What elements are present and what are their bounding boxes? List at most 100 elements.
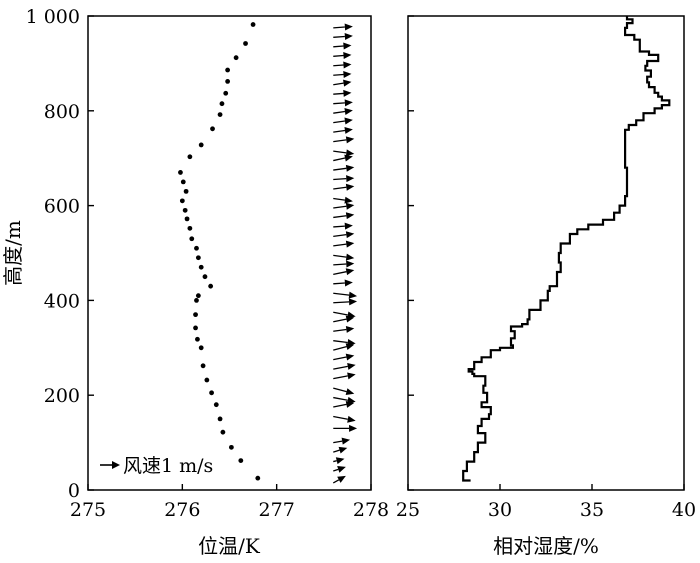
right-x-axis-ticks: 25 30 35 40	[396, 484, 696, 521]
wind-vector	[333, 339, 356, 346]
x-tick-label: 35	[580, 499, 604, 521]
wind-vector	[333, 353, 355, 361]
wind-vector	[333, 222, 353, 230]
wind-vector-shaft	[333, 225, 345, 228]
data-point	[198, 142, 204, 148]
wind-vector-shaft	[332, 479, 340, 484]
wind-vector-head	[344, 196, 353, 204]
wind-vector-shaft	[333, 254, 347, 258]
wind-vector-shaft	[333, 440, 343, 444]
data-point	[233, 55, 239, 61]
data-point	[250, 22, 256, 27]
data-point	[243, 41, 248, 46]
data-point	[255, 475, 261, 481]
data-point	[219, 101, 225, 107]
wind-vector	[333, 183, 355, 191]
wind-vector-head	[344, 117, 353, 125]
wind-vector	[333, 89, 352, 97]
wind-vector-head	[348, 291, 358, 299]
wind-vector-shaft	[333, 356, 347, 361]
legend: 风速1 m/s	[100, 455, 213, 477]
wind-vector-head	[345, 240, 355, 248]
data-point	[204, 377, 210, 383]
wind-vector	[333, 164, 355, 172]
wind-vector-head	[345, 231, 355, 239]
wind-vector-shaft	[333, 186, 347, 190]
data-point	[223, 90, 229, 96]
wind-vector	[333, 268, 355, 276]
wind-vector	[333, 362, 356, 370]
wind-vector	[333, 396, 356, 404]
wind-vector-head	[343, 89, 352, 97]
data-point	[182, 207, 188, 213]
wind-vector-shaft	[333, 375, 348, 380]
wind-vector	[333, 175, 355, 183]
wind-vector-shaft	[333, 157, 346, 162]
wind-vector-head	[343, 79, 352, 87]
wind-vector	[333, 212, 355, 220]
wind-vector-shaft	[333, 311, 348, 316]
data-point	[198, 264, 204, 270]
left-x-axis-label: 位温/K	[198, 534, 261, 558]
wind-vector-head	[341, 437, 351, 445]
wind-vector-shaft	[333, 234, 347, 238]
data-point	[183, 188, 189, 194]
wind-vector	[333, 117, 353, 125]
y-tick-label: 1 000	[26, 6, 80, 28]
data-point	[225, 79, 231, 84]
x-tick-label: 30	[488, 499, 512, 521]
wind-vector-shaft	[333, 282, 345, 285]
wind-vector	[333, 42, 352, 50]
wind-vector	[333, 202, 355, 210]
wind-vector-shaft	[333, 139, 347, 143]
wind-vector-shaft	[333, 54, 344, 57]
data-point	[217, 416, 223, 422]
wind-vector	[333, 457, 345, 465]
wind-vector-head	[347, 372, 356, 380]
wind-vector-head	[337, 475, 346, 483]
wind-vector-head	[345, 149, 355, 157]
wind-vector-shaft	[333, 396, 348, 401]
wind-vector-shaft	[333, 120, 346, 124]
wind-vector-shaft	[333, 468, 339, 472]
data-point	[187, 225, 193, 231]
data-point	[193, 312, 198, 318]
wind-vector-head	[348, 298, 358, 306]
wind-vector-head	[349, 424, 358, 432]
wind-vector-head	[344, 126, 353, 134]
wind-vector-shaft	[333, 178, 347, 181]
y-tick-label: 0	[68, 480, 80, 502]
right-y-axis-ticks	[408, 15, 414, 491]
wind-vector-head	[347, 311, 356, 319]
wind-vector-shaft	[333, 301, 350, 304]
wind-vector-head	[343, 52, 352, 59]
x-tick-label: 275	[70, 499, 106, 521]
wind-vector-shaft	[333, 205, 347, 209]
data-point	[193, 325, 198, 331]
wind-vector	[333, 196, 353, 204]
wind-vector-shaft	[333, 26, 345, 29]
data-point	[208, 283, 214, 289]
wind-vector	[333, 372, 356, 380]
wind-vector	[333, 231, 355, 239]
wind-vector-shaft	[333, 45, 344, 48]
wind-vector-head	[338, 446, 348, 454]
y-tick-label: 600	[44, 196, 80, 218]
wind-vector-head	[347, 339, 356, 346]
wind-vector	[333, 61, 352, 69]
wind-vector-shaft	[333, 150, 347, 154]
wind-vector-head	[345, 202, 355, 210]
x-tick-label: 278	[353, 499, 389, 521]
wind-vector-head	[344, 99, 353, 107]
data-point	[220, 429, 226, 435]
data-point	[228, 444, 234, 450]
x-tick-label: 25	[396, 499, 420, 521]
wind-vector-shaft	[333, 403, 347, 408]
legend-arrow-icon	[112, 461, 120, 469]
wind-vector	[333, 23, 353, 31]
wind-vector	[333, 279, 353, 287]
wind-vector	[333, 108, 353, 115]
wind-vector-shaft	[333, 102, 345, 105]
wind-vector-shaft	[333, 271, 347, 275]
wind-vector	[333, 298, 358, 306]
